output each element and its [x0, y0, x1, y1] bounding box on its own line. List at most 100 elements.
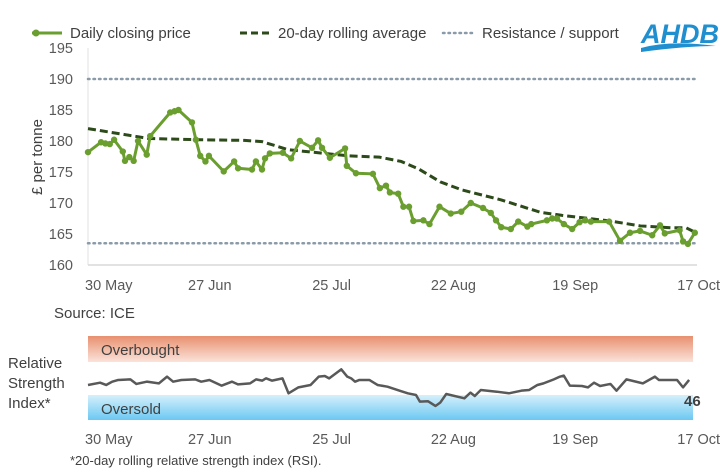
price-point [343, 162, 351, 169]
rsi-line [87, 368, 691, 408]
ahdb-logo: AHDB [640, 19, 719, 52]
price-point [248, 166, 256, 173]
footnote: *20-day rolling relative strength index … [70, 453, 321, 468]
price-point [487, 209, 495, 217]
price-point [369, 170, 377, 178]
price-point [568, 225, 576, 233]
price-point [352, 170, 360, 177]
price-point [205, 152, 213, 160]
price-point [308, 144, 316, 152]
price-point [548, 215, 556, 222]
price-point [287, 155, 295, 162]
price-point [126, 153, 133, 161]
price-point [528, 220, 535, 228]
price-point [467, 199, 474, 207]
y-tick-label: 195 [49, 41, 73, 57]
price-point [121, 157, 129, 165]
price-point [507, 225, 515, 233]
price-point [661, 230, 669, 237]
price-point [326, 154, 334, 161]
price-point [582, 217, 589, 224]
source-note: Source: ICE [54, 305, 135, 322]
price-point [119, 148, 127, 155]
price-point [314, 137, 322, 144]
y-axis-title: £ per tonne [29, 119, 46, 195]
price-point [400, 203, 407, 210]
price-point [560, 220, 568, 228]
y-tick-label: 160 [49, 258, 73, 274]
x-ticks-rsi: 30 May 27 Jun 25 Jul 22 Aug 19 Sep 17 Oct [85, 432, 720, 448]
price-point [106, 140, 113, 148]
rsi-panel-label: Relative Strength Index* [8, 355, 65, 412]
price-point [616, 237, 624, 245]
x-tick-label: 27 Jun [188, 432, 232, 448]
price-point [130, 157, 137, 165]
price-point [252, 158, 260, 165]
price-point [134, 137, 142, 145]
rsi-series [87, 368, 691, 408]
resistance-support-lines [86, 77, 699, 245]
x-tick-label: 19 Sep [552, 432, 598, 448]
price-point [147, 132, 154, 140]
x-tick-label: 30 May [85, 278, 133, 294]
price-point [636, 227, 644, 235]
y-tick-label: 165 [49, 227, 73, 243]
price-point [498, 223, 505, 231]
legend-price-marker [32, 29, 40, 37]
price-point [143, 151, 150, 158]
price-point [296, 137, 304, 145]
price-line [87, 108, 697, 246]
price-point [110, 136, 118, 143]
price-point [436, 203, 443, 210]
x-tick-label: 27 Jun [188, 278, 232, 294]
price-point [515, 218, 522, 225]
oversold-band [88, 395, 693, 420]
y-tick-label: 175 [49, 165, 73, 181]
price-point [626, 229, 634, 236]
price-point [405, 203, 413, 210]
price-point [386, 189, 394, 196]
price-point [426, 220, 433, 228]
price-point [318, 144, 326, 152]
price-point [220, 168, 227, 175]
price-point [553, 215, 561, 222]
rolling-average-line [87, 127, 696, 234]
price-point [382, 182, 390, 189]
x-tick-label: 30 May [85, 432, 133, 448]
legend: Daily closing price 20-day rolling avera… [32, 25, 620, 42]
price-point [479, 204, 487, 212]
price-point [605, 218, 613, 225]
price-point [684, 240, 692, 248]
price-point [420, 217, 427, 224]
price-point [202, 158, 209, 165]
price-point [458, 208, 465, 215]
svg-text:Strength: Strength [8, 375, 65, 392]
x-tick-label: 19 Sep [552, 278, 598, 294]
y-ticks: 160 165 170 175 180 185 190 195 [49, 41, 73, 274]
price-point [197, 152, 204, 160]
price-point [84, 148, 92, 156]
y-tick-label: 185 [49, 103, 73, 119]
price-point [492, 217, 500, 224]
main-series [84, 106, 699, 248]
price-point [543, 217, 551, 224]
price-point [376, 184, 384, 192]
svg-text:Relative: Relative [8, 355, 62, 372]
legend-price-label: Daily closing price [70, 25, 191, 42]
x-ticks-main: 30 May 27 Jun 25 Jul 22 Aug 19 Sep 17 Oct [85, 278, 720, 294]
price-point [230, 158, 238, 165]
price-point [676, 227, 683, 234]
price-point [192, 136, 200, 143]
price-point [576, 219, 583, 226]
price-point [341, 145, 349, 152]
x-tick-label: 17 Oct [677, 278, 720, 294]
legend-level-label: Resistance / support [482, 25, 620, 42]
price-point [447, 210, 454, 217]
y-tick-label: 170 [49, 196, 73, 212]
price-point [266, 150, 274, 157]
price-point [691, 229, 699, 236]
price-point [234, 165, 242, 172]
legend-avg-label: 20-day rolling average [278, 25, 426, 42]
x-tick-label: 22 Aug [431, 278, 476, 294]
